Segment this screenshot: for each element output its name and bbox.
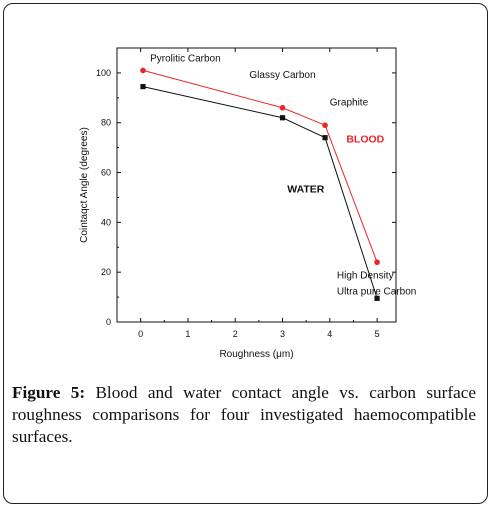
figure-caption: Figure 5: Blood and water contact angle … (12, 382, 476, 448)
y-tick-label: 100 (96, 68, 111, 78)
series-label-water: WATER (287, 183, 325, 195)
annotation-label: Pyrolitic Carbon (150, 54, 221, 65)
data-point-water (140, 84, 146, 90)
data-point-water (374, 295, 380, 301)
annotation-label: Ultra pure Carbon (337, 287, 416, 298)
x-tick-label: 0 (138, 329, 143, 339)
x-tick-label: 2 (233, 329, 238, 339)
series-label-blood: BLOOD (346, 134, 384, 146)
data-point-blood (322, 122, 328, 129)
contact-angle-chart: 0 1 2 3 4 5 0 20 40 60 80 100 Roughness (μm) Cointaqc… (79, 47, 416, 360)
y-axis-label: Cointaqct Angle (degrees) (79, 127, 90, 243)
y-tick-label: 60 (101, 168, 111, 178)
data-point-water (279, 115, 286, 121)
x-axis-label: Roughness (μm) (219, 349, 293, 360)
x-tick-label: 1 (185, 329, 190, 339)
data-point-water (322, 135, 328, 141)
caption-text: Blood and water contact angle vs. carbon… (12, 383, 476, 446)
figure-frame (3, 3, 488, 504)
y-tick-label: 80 (101, 118, 111, 128)
annotation-label: High Density (337, 270, 394, 281)
series-line-blood (142, 69, 378, 263)
data-point-blood (140, 67, 146, 74)
series-line-water (142, 86, 378, 299)
y-tick-label: 0 (106, 317, 111, 327)
data-point-blood (374, 259, 380, 266)
x-tick-label: 3 (280, 329, 285, 339)
data-point-blood (279, 104, 286, 111)
plot-frame (116, 47, 397, 323)
annotation-label: Glassy Carbon (249, 70, 315, 81)
x-tick-label: 4 (327, 329, 332, 339)
caption-label: Figure 5: (12, 383, 86, 402)
x-tick-label: 5 (375, 329, 380, 339)
y-tick-label: 20 (101, 267, 111, 277)
y-tick-label: 40 (101, 217, 111, 227)
annotation-label: Graphite (330, 97, 369, 108)
